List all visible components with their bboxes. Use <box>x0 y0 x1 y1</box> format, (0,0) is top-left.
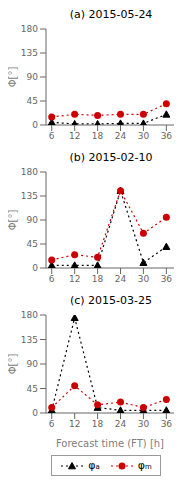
html-text:(a) 2015-05-24: (a) 2015-05-24 <box>69 8 153 21</box>
svg-text:6: 6 <box>49 419 55 429</box>
html-text:φₘ: φₘ <box>137 459 152 472</box>
svg-text:36: 36 <box>161 274 173 284</box>
html-text:φₐ: φₐ <box>88 459 100 472</box>
svg-text:180: 180 <box>21 310 38 320</box>
svg-text:12: 12 <box>69 131 80 141</box>
svg-text:30: 30 <box>138 131 150 141</box>
html-text:(b) 2015-02-10: (b) 2015-02-10 <box>69 151 153 164</box>
svg-text:0: 0 <box>32 263 38 273</box>
svg-text:90: 90 <box>27 359 39 369</box>
svg-text:18: 18 <box>92 274 104 284</box>
svg-text:6: 6 <box>49 274 55 284</box>
svg-text:6: 6 <box>49 131 55 141</box>
svg-text:30: 30 <box>138 419 150 429</box>
svg-text:36: 36 <box>161 131 173 141</box>
svg-text:45: 45 <box>27 96 38 106</box>
svg-text:135: 135 <box>21 48 38 58</box>
svg-text:135: 135 <box>21 335 38 345</box>
svg-text:Φ[°]: Φ[°] <box>8 210 18 231</box>
svg-text:0: 0 <box>32 120 38 130</box>
svg-text:Forecast time (FT) [h]: Forecast time (FT) [h] <box>56 438 164 449</box>
svg-text:Φ[°]: Φ[°] <box>8 354 18 375</box>
html-text:(c) 2015-03-25: (c) 2015-03-25 <box>70 294 152 307</box>
svg-text:18: 18 <box>92 419 104 429</box>
svg-text:12: 12 <box>69 419 80 429</box>
svg-text:24: 24 <box>115 274 127 284</box>
svg-text:90: 90 <box>27 72 39 82</box>
svg-text:0: 0 <box>32 408 38 418</box>
svg-text:Φ[°]: Φ[°] <box>8 67 18 88</box>
svg-text:45: 45 <box>27 239 38 249</box>
svg-text:180: 180 <box>21 24 38 34</box>
svg-text:24: 24 <box>115 131 127 141</box>
svg-text:180: 180 <box>21 167 38 177</box>
svg-text:30: 30 <box>138 274 150 284</box>
svg-text:90: 90 <box>27 215 39 225</box>
svg-text:12: 12 <box>69 274 80 284</box>
svg-text:135: 135 <box>21 191 38 201</box>
svg-text:36: 36 <box>161 419 173 429</box>
svg-text:18: 18 <box>92 131 104 141</box>
svg-text:24: 24 <box>115 419 127 429</box>
svg-text:45: 45 <box>27 384 38 394</box>
